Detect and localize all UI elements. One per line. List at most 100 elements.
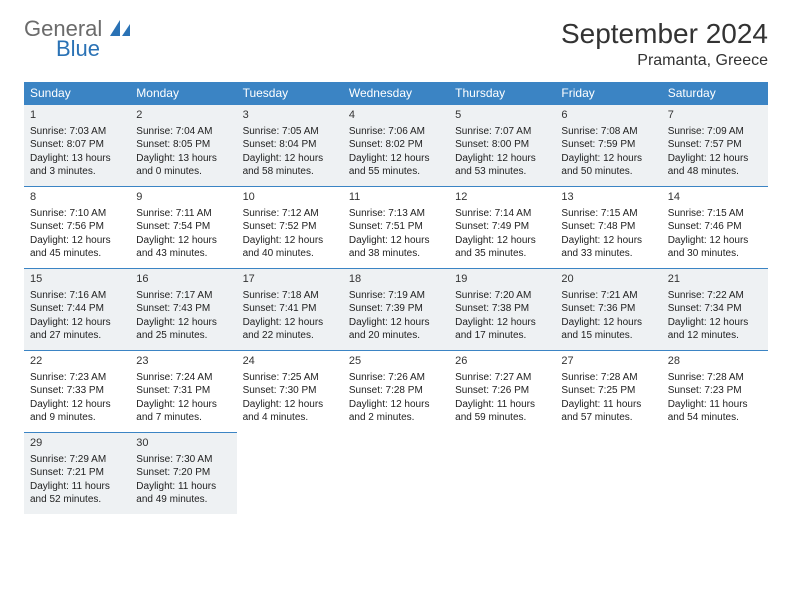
day-number: 28 xyxy=(668,354,762,369)
cell-daylight1: Daylight: 11 hours xyxy=(136,480,230,494)
calendar-cell: 3Sunrise: 7:05 AMSunset: 8:04 PMDaylight… xyxy=(237,104,343,186)
day-number: 29 xyxy=(30,436,124,451)
cell-sunset: Sunset: 7:59 PM xyxy=(561,138,655,152)
cell-sunset: Sunset: 7:28 PM xyxy=(349,384,443,398)
calendar-cell: 14Sunrise: 7:15 AMSunset: 7:46 PMDayligh… xyxy=(662,186,768,268)
cell-sunset: Sunset: 7:56 PM xyxy=(30,220,124,234)
cell-daylight1: Daylight: 11 hours xyxy=(30,480,124,494)
day-header: Tuesday xyxy=(237,82,343,104)
cell-daylight1: Daylight: 12 hours xyxy=(243,316,337,330)
calendar-cell: 18Sunrise: 7:19 AMSunset: 7:39 PMDayligh… xyxy=(343,268,449,350)
cell-daylight2: and 59 minutes. xyxy=(455,411,549,425)
cell-daylight2: and 48 minutes. xyxy=(668,165,762,179)
calendar-cell: 29Sunrise: 7:29 AMSunset: 7:21 PMDayligh… xyxy=(24,432,130,514)
calendar-cell: 1Sunrise: 7:03 AMSunset: 8:07 PMDaylight… xyxy=(24,104,130,186)
cell-sunset: Sunset: 7:43 PM xyxy=(136,302,230,316)
calendar-cell: 24 Sunrise: 7:25 AMSunset: 7:30 PMDayligh… xyxy=(237,350,343,432)
cell-sunrise: Sunrise: 7:12 AM xyxy=(243,207,337,221)
cell-sunrise: Sunrise: 7:24 AM xyxy=(136,371,230,385)
cell-sunrise: Sunrise: 7:23 AM xyxy=(30,371,124,385)
day-number: 23 xyxy=(136,354,230,369)
cell-daylight1: Daylight: 12 hours xyxy=(455,234,549,248)
day-number: 26 xyxy=(455,354,549,369)
calendar-cell: 9Sunrise: 7:11 AMSunset: 7:54 PMDaylight… xyxy=(130,186,236,268)
day-number: 21 xyxy=(668,272,762,287)
cell-sunset: Sunset: 8:00 PM xyxy=(455,138,549,152)
cell-sunset: Sunset: 7:54 PM xyxy=(136,220,230,234)
cell-sunset: Sunset: 7:39 PM xyxy=(349,302,443,316)
calendar-cell: 5Sunrise: 7:07 AMSunset: 8:00 PMDaylight… xyxy=(449,104,555,186)
cell-daylight1: Daylight: 12 hours xyxy=(561,234,655,248)
calendar-cell: 21Sunrise: 7:22 AMSunset: 7:34 PMDayligh… xyxy=(662,268,768,350)
title-block: September 2024 Pramanta, Greece xyxy=(561,18,768,70)
cell-daylight1: Daylight: 12 hours xyxy=(455,152,549,166)
cell-daylight1: Daylight: 12 hours xyxy=(30,316,124,330)
day-number: 18 xyxy=(349,272,443,287)
cell-daylight2: and 20 minutes. xyxy=(349,329,443,343)
cell-sunrise: Sunrise: 7:14 AM xyxy=(455,207,549,221)
calendar-cell xyxy=(237,432,343,514)
calendar-cell: 7Sunrise: 7:09 AMSunset: 7:57 PMDaylight… xyxy=(662,104,768,186)
cell-daylight2: and 35 minutes. xyxy=(455,247,549,261)
cell-daylight2: and 45 minutes. xyxy=(30,247,124,261)
logo-line2: Blue xyxy=(56,38,132,60)
cell-daylight2: and 38 minutes. xyxy=(349,247,443,261)
cell-sunset: Sunset: 7:49 PM xyxy=(455,220,549,234)
calendar-cell: 17Sunrise: 7:18 AMSunset: 7:41 PMDayligh… xyxy=(237,268,343,350)
cell-sunset: Sunset: 7:57 PM xyxy=(668,138,762,152)
day-number: 9 xyxy=(136,190,230,205)
cell-sunrise: Sunrise: 7:25 AM xyxy=(243,371,337,385)
calendar-cell: 26Sunrise: 7:27 AMSunset: 7:26 PMDayligh… xyxy=(449,350,555,432)
cell-sunrise: Sunrise: 7:30 AM xyxy=(136,453,230,467)
calendar-cell: 13Sunrise: 7:15 AMSunset: 7:48 PMDayligh… xyxy=(555,186,661,268)
cell-sunrise: Sunrise: 7:04 AM xyxy=(136,125,230,139)
cell-daylight1: Daylight: 12 hours xyxy=(243,398,337,412)
cell-daylight1: Daylight: 12 hours xyxy=(668,316,762,330)
cell-sunset: Sunset: 7:51 PM xyxy=(349,220,443,234)
day-number: 16 xyxy=(136,272,230,287)
calendar-cell xyxy=(555,432,661,514)
day-number: 14 xyxy=(668,190,762,205)
day-number: 13 xyxy=(561,190,655,205)
day-number: 8 xyxy=(30,190,124,205)
cell-daylight2: and 22 minutes. xyxy=(243,329,337,343)
cell-sunset: Sunset: 7:25 PM xyxy=(561,384,655,398)
cell-sunrise: Sunrise: 7:03 AM xyxy=(30,125,124,139)
cell-sunset: Sunset: 7:48 PM xyxy=(561,220,655,234)
day-number: 4 xyxy=(349,108,443,123)
cell-daylight1: Daylight: 11 hours xyxy=(668,398,762,412)
cell-sunrise: Sunrise: 7:11 AM xyxy=(136,207,230,221)
cell-daylight1: Daylight: 12 hours xyxy=(30,398,124,412)
cell-sunset: Sunset: 7:20 PM xyxy=(136,466,230,480)
calendar-cell: 23Sunrise: 7:24 AMSunset: 7:31 PMDayligh… xyxy=(130,350,236,432)
cell-daylight1: Daylight: 12 hours xyxy=(349,234,443,248)
cell-daylight2: and 52 minutes. xyxy=(30,493,124,507)
cell-sunrise: Sunrise: 7:09 AM xyxy=(668,125,762,139)
cell-daylight2: and 7 minutes. xyxy=(136,411,230,425)
calendar-cell: 28Sunrise: 7:28 AMSunset: 7:23 PMDayligh… xyxy=(662,350,768,432)
cell-sunrise: Sunrise: 7:08 AM xyxy=(561,125,655,139)
month-title: September 2024 xyxy=(561,18,768,50)
cell-daylight1: Daylight: 12 hours xyxy=(243,234,337,248)
cell-daylight2: and 43 minutes. xyxy=(136,247,230,261)
day-number: 1 xyxy=(30,108,124,123)
day-number: 3 xyxy=(243,108,337,123)
cell-daylight1: Daylight: 12 hours xyxy=(561,152,655,166)
cell-sunset: Sunset: 7:30 PM xyxy=(243,384,337,398)
cell-daylight2: and 25 minutes. xyxy=(136,329,230,343)
cell-sunrise: Sunrise: 7:29 AM xyxy=(30,453,124,467)
day-number: 25 xyxy=(349,354,443,369)
day-number: 22 xyxy=(30,354,124,369)
day-number: 24 xyxy=(243,354,337,369)
cell-daylight2: and 0 minutes. xyxy=(136,165,230,179)
cell-sunset: Sunset: 7:46 PM xyxy=(668,220,762,234)
cell-sunset: Sunset: 8:07 PM xyxy=(30,138,124,152)
cell-sunrise: Sunrise: 7:15 AM xyxy=(668,207,762,221)
logo-text: General Blue xyxy=(24,18,132,60)
page-header: General Blue September 2024 Pramanta, Gr… xyxy=(24,18,768,70)
cell-daylight1: Daylight: 11 hours xyxy=(455,398,549,412)
calendar-cell: 16Sunrise: 7:17 AMSunset: 7:43 PMDayligh… xyxy=(130,268,236,350)
cell-daylight2: and 57 minutes. xyxy=(561,411,655,425)
day-header: Monday xyxy=(130,82,236,104)
day-number: 2 xyxy=(136,108,230,123)
